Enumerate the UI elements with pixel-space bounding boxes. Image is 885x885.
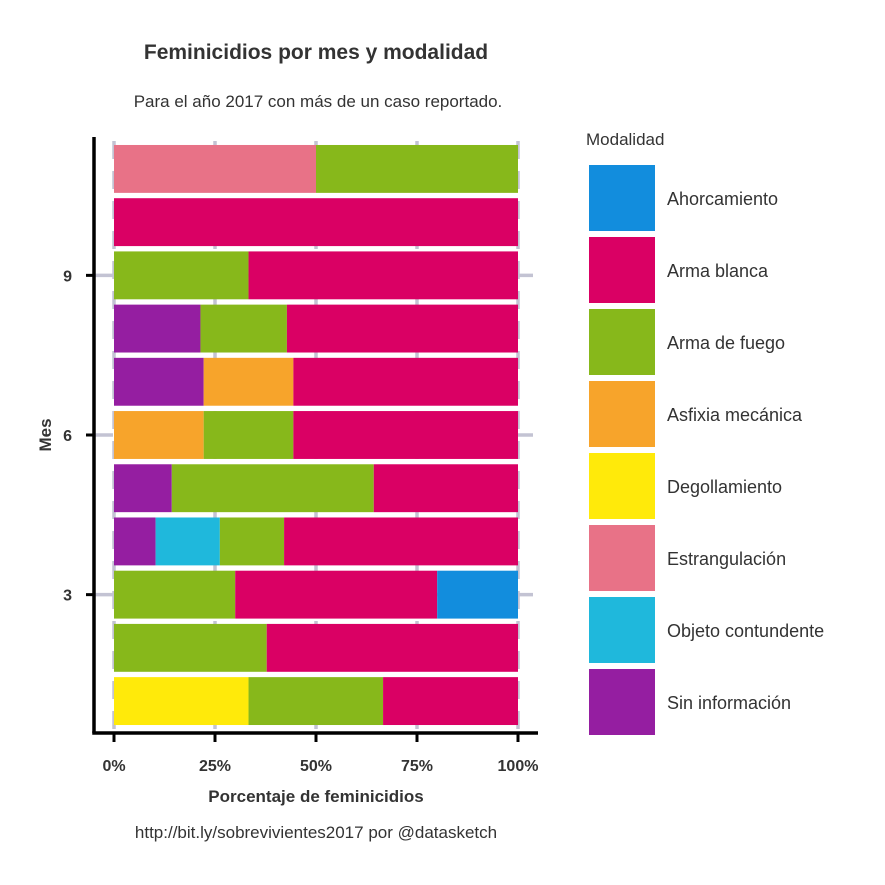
legend-label: Arma de fuego bbox=[667, 333, 785, 353]
bar-segment bbox=[373, 464, 518, 513]
bar-segment bbox=[248, 677, 384, 726]
bar-segment bbox=[114, 570, 236, 619]
x-tick-label: 25% bbox=[199, 758, 231, 775]
bar-segment bbox=[316, 144, 518, 193]
bar-segment bbox=[114, 251, 249, 300]
legend-label: Ahorcamiento bbox=[667, 189, 778, 209]
legend-swatch bbox=[589, 597, 655, 663]
bar-segment bbox=[219, 517, 285, 566]
bar-segment bbox=[203, 357, 294, 406]
y-tick-label: 9 bbox=[63, 268, 72, 285]
legend: Ahorcamiento Arma blanca Arma de fuego Asfi… bbox=[589, 165, 824, 735]
bar-segment bbox=[171, 464, 374, 513]
bar-segment bbox=[114, 464, 172, 513]
bar-segment bbox=[293, 411, 518, 459]
x-tick-label: 0% bbox=[102, 758, 125, 775]
x-tick-label: 50% bbox=[300, 758, 332, 775]
legend-swatch bbox=[589, 381, 655, 447]
legend-swatch bbox=[589, 237, 655, 303]
y-axis-title: Mes bbox=[36, 418, 55, 451]
legend-label: Degollamiento bbox=[667, 477, 782, 497]
y-tick-label: 6 bbox=[63, 428, 72, 445]
bar-segment bbox=[200, 304, 287, 353]
bar-segment bbox=[293, 357, 518, 406]
chart-caption: http://bit.ly/sobrevivientes2017 por @da… bbox=[135, 823, 497, 842]
bar-segment bbox=[266, 623, 518, 672]
bar-segment bbox=[114, 517, 156, 566]
x-tick-label: 75% bbox=[401, 758, 433, 775]
legend-label: Asfixia mecánica bbox=[667, 405, 803, 425]
bar-segment bbox=[155, 517, 220, 566]
legend-swatch bbox=[589, 525, 655, 591]
bar-segment bbox=[235, 570, 438, 619]
legend-swatch bbox=[589, 309, 655, 375]
bar-segment bbox=[114, 198, 518, 247]
legend-label: Objeto contundente bbox=[667, 621, 824, 641]
chart-title: Feminicidios por mes y modalidad bbox=[144, 41, 488, 64]
legend-swatch bbox=[589, 165, 655, 231]
bars-group bbox=[114, 144, 519, 726]
legend-label: Arma blanca bbox=[667, 261, 769, 281]
x-axis-title: Porcentaje de feminicidios bbox=[208, 787, 423, 806]
bar-segment bbox=[114, 411, 204, 459]
bar-segment bbox=[114, 304, 201, 353]
bar-segment bbox=[114, 144, 316, 193]
legend-swatch bbox=[589, 453, 655, 519]
bar-segment bbox=[284, 517, 518, 566]
bar-segment bbox=[114, 623, 267, 672]
bar-segment bbox=[203, 411, 294, 459]
legend-title: Modalidad bbox=[586, 130, 664, 149]
bar-segment bbox=[114, 357, 204, 406]
chart-subtitle: Para el año 2017 con más de un caso repo… bbox=[134, 92, 503, 111]
bar-segment bbox=[383, 677, 518, 726]
y-tick-label: 3 bbox=[63, 588, 72, 605]
bar-segment bbox=[114, 677, 249, 726]
bar-segment bbox=[437, 570, 518, 619]
legend-swatch bbox=[589, 669, 655, 735]
legend-label: Sin información bbox=[667, 693, 791, 713]
x-tick-label: 100% bbox=[498, 758, 539, 775]
bar-segment bbox=[248, 251, 519, 300]
bar-segment bbox=[286, 304, 518, 353]
axes: 0% 25% 50% 75% 100% 3 6 9 bbox=[63, 137, 538, 775]
legend-label: Estrangulación bbox=[667, 549, 786, 569]
